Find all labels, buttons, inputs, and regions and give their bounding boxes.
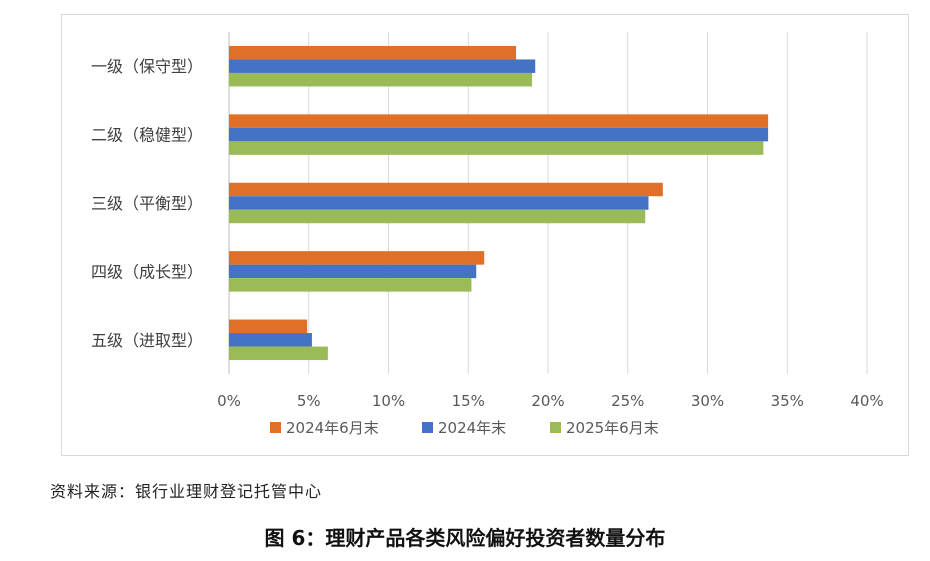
x-tick-label: 35% (771, 392, 804, 410)
x-tick-label: 0% (217, 392, 241, 410)
bar (229, 72, 533, 87)
bar (229, 45, 517, 60)
legend-swatch (550, 422, 561, 433)
x-tick-label: 10% (372, 392, 405, 410)
source-note: 资料来源：银行业理财登记托管中心 (50, 482, 323, 501)
legend-swatch (270, 422, 281, 433)
bar (229, 333, 312, 347)
legend-label: 2024年末 (438, 419, 506, 437)
category-label: 一级（保守型） (91, 57, 203, 76)
category-label: 二级（稳健型） (91, 126, 203, 145)
bar (229, 346, 328, 361)
bar (229, 182, 663, 197)
bar (229, 127, 769, 142)
x-tick-label: 25% (611, 392, 644, 410)
bar (229, 251, 485, 265)
x-tick-label: 40% (850, 392, 883, 410)
bar (229, 196, 649, 210)
figure-caption: 图 6：理财产品各类风险偏好投资者数量分布 (264, 526, 666, 550)
bar (229, 59, 536, 73)
category-label: 三级（平衡型） (91, 194, 203, 213)
bar (229, 141, 764, 155)
bar (229, 264, 477, 279)
x-tick-label: 30% (691, 392, 724, 410)
category-label: 五级（进取型） (91, 331, 203, 350)
legend-label: 2024年6月末 (286, 419, 379, 437)
legend-label: 2025年6月末 (566, 419, 659, 437)
bar (229, 114, 769, 128)
legend-swatch (422, 422, 433, 433)
x-tick-label: 20% (531, 392, 564, 410)
bar (229, 278, 472, 292)
bar (229, 319, 308, 334)
x-tick-label: 15% (452, 392, 485, 410)
bar-chart: 0% 5% 10% 15% 20% 25% 30% 35% 40% 一级（保守型） 二级（稳健型） 三… (91, 32, 884, 437)
x-tick-label: 5% (297, 392, 321, 410)
category-label: 四级（成长型） (91, 262, 203, 281)
bar (229, 209, 646, 224)
chart-frame (61, 14, 909, 456)
